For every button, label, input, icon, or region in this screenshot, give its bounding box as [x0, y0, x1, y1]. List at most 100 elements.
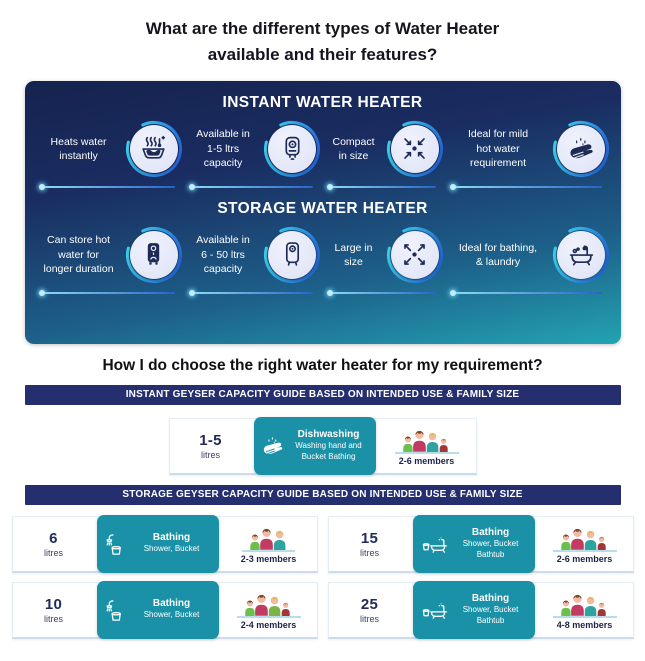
feature-compact: Compact in size	[325, 120, 443, 191]
feature-underline	[38, 289, 175, 296]
bathtub-bucket-icon	[422, 603, 447, 619]
capacity-value: 6	[49, 529, 58, 547]
members-label: 2-6 members	[398, 456, 455, 467]
accent-arc	[386, 226, 443, 283]
shower-bucket-icon	[105, 599, 121, 621]
feature-label: Large in size	[334, 241, 373, 268]
accent-arc	[553, 226, 610, 283]
storage-heater-outline-icon	[268, 230, 317, 279]
feature-bathing-laundry: Ideal for bathing, & laundry	[448, 226, 611, 297]
accent-arc	[125, 226, 182, 283]
capacity-cell: 15 litres	[329, 530, 411, 558]
feature-label: Compact in size	[332, 135, 375, 162]
members-label: 4-8 members	[556, 620, 613, 631]
feature-storage-capacity: Available in 6 - 50 ltrs capacity	[187, 226, 322, 297]
use-case-title: Bathing	[471, 593, 510, 605]
capacity-cell: 25 litres	[329, 596, 411, 624]
storage-guide-row-6l: 6 litres Bathing Shower, Bucket	[11, 514, 318, 573]
storage-heater-filled-icon	[129, 230, 178, 279]
feature-label: Available in 6 - 50 ltrs capacity	[196, 234, 250, 275]
feature-mild-hot-water: Ideal for mild hot water requirement	[448, 120, 611, 191]
instant-heater-heading: INSTANT WATER HEATER	[222, 93, 423, 111]
family-icon	[552, 523, 617, 553]
feature-badge	[552, 120, 610, 178]
use-case-text: Bathing Shower, Bucket	[132, 598, 212, 620]
feature-label: Available in 1-5 ltrs capacity	[196, 128, 250, 169]
storage-heater-heading: STORAGE WATER HEATER	[217, 199, 428, 217]
steam-basin-icon	[129, 124, 178, 173]
family-icon	[236, 589, 301, 619]
use-case-title: Bathing	[152, 532, 191, 544]
capacity-unit: litres	[359, 547, 379, 558]
capacity-unit: litres	[200, 449, 220, 460]
capacity-unit: litres	[359, 613, 379, 624]
heater-types-panel: INSTANT WATER HEATER Heats water instant…	[24, 80, 621, 344]
use-case-box: Bathing Shower, Bucket Bathtub	[412, 580, 535, 639]
use-case-title: Dishwashing	[297, 429, 360, 441]
feature-stores-hot-water: Can store hot water for longer duration	[37, 226, 183, 297]
choose-heater-question: How I do choose the right water heater f…	[102, 356, 543, 374]
storage-guide-row-15l: 15 litres Bathing Shower, Bucket Bathtub	[327, 514, 634, 573]
storage-features-row: Can store hot water for longer duration	[25, 218, 621, 297]
expand-arrows-icon	[390, 230, 439, 279]
accent-arc	[264, 120, 321, 177]
capacity-cell: 10 litres	[13, 596, 95, 624]
feature-underline	[38, 183, 175, 190]
capacity-unit: litres	[43, 547, 63, 558]
family-size-cell: 2-3 members	[221, 523, 317, 564]
storage-guide-row-10l: 10 litres Bathing Shower, Bucket	[11, 580, 318, 639]
use-case-title: Bathing	[471, 527, 510, 539]
capacity-unit: litres	[43, 613, 63, 624]
use-case-box: Dishwashing Washing hand and Bucket Bath…	[253, 416, 376, 475]
feature-badge	[263, 120, 321, 178]
capacity-value: 15	[360, 529, 379, 547]
water-heater-infographic: What are the different types of Water He…	[0, 16, 645, 661]
family-icon	[242, 523, 295, 553]
feature-heats-instantly: Heats water instantly	[37, 120, 183, 191]
accent-arc	[125, 120, 182, 177]
use-case-text: Bathing Shower, Bucket Bathtub	[454, 527, 528, 560]
family-size-cell: 2-4 members	[221, 589, 317, 630]
capacity-value: 25	[360, 595, 379, 613]
feature-badge	[263, 226, 321, 284]
accent-arc	[553, 120, 610, 177]
shower-bucket-icon	[105, 533, 121, 555]
use-case-text: Bathing Shower, Bucket Bathtub	[454, 593, 528, 626]
feature-badge	[552, 226, 610, 284]
compact-arrows-icon	[390, 124, 439, 173]
family-size-cell: 2-6 members	[537, 523, 633, 564]
feature-label: Heats water instantly	[50, 135, 107, 162]
washing-hands-icon	[557, 124, 606, 173]
use-case-details: Washing hand and Bucket Bathing	[295, 441, 362, 461]
feature-badge	[125, 226, 183, 284]
feature-label: Can store hot water for longer duration	[43, 234, 114, 275]
feature-large-size: Large in size	[325, 226, 443, 297]
instant-heater-icon	[268, 124, 317, 173]
feature-badge	[386, 226, 444, 284]
feature-underline	[449, 183, 603, 190]
instant-guide-section: 1-5 litres Dishwashing Washing hand and …	[0, 416, 645, 475]
use-case-box: Bathing Shower, Bucket	[96, 514, 219, 573]
use-case-title: Bathing	[152, 598, 191, 610]
members-label: 2-3 members	[240, 554, 297, 565]
storage-guide-row-25l: 25 litres Bathing Shower, Bucket Bathtub	[327, 580, 634, 639]
members-label: 2-4 members	[240, 620, 297, 631]
use-case-box: Bathing Shower, Bucket Bathtub	[412, 514, 535, 573]
feature-underline	[188, 183, 314, 190]
instant-features-row: Heats water instantly Available	[25, 112, 621, 191]
feature-label: Ideal for bathing, & laundry	[458, 241, 538, 268]
feature-underline	[188, 289, 314, 296]
storage-guide-grid: 6 litres Bathing Shower, Bucket	[11, 514, 634, 639]
accent-arc	[264, 226, 321, 283]
feature-underline	[327, 183, 436, 190]
storage-guide-banner: STORAGE GEYSER CAPACITY GUIDE BASED ON I…	[24, 484, 621, 505]
members-label: 2-6 members	[556, 554, 613, 565]
bathtub-icon	[557, 230, 606, 279]
feature-underline	[449, 289, 603, 296]
family-size-cell: 4-8 members	[537, 589, 633, 630]
washing-hand-icon	[263, 436, 282, 454]
accent-arc	[386, 120, 443, 177]
feature-badge	[386, 120, 444, 178]
use-case-details: Shower, Bucket	[143, 544, 200, 554]
feature-label: Ideal for mild hot water requirement	[467, 128, 529, 169]
